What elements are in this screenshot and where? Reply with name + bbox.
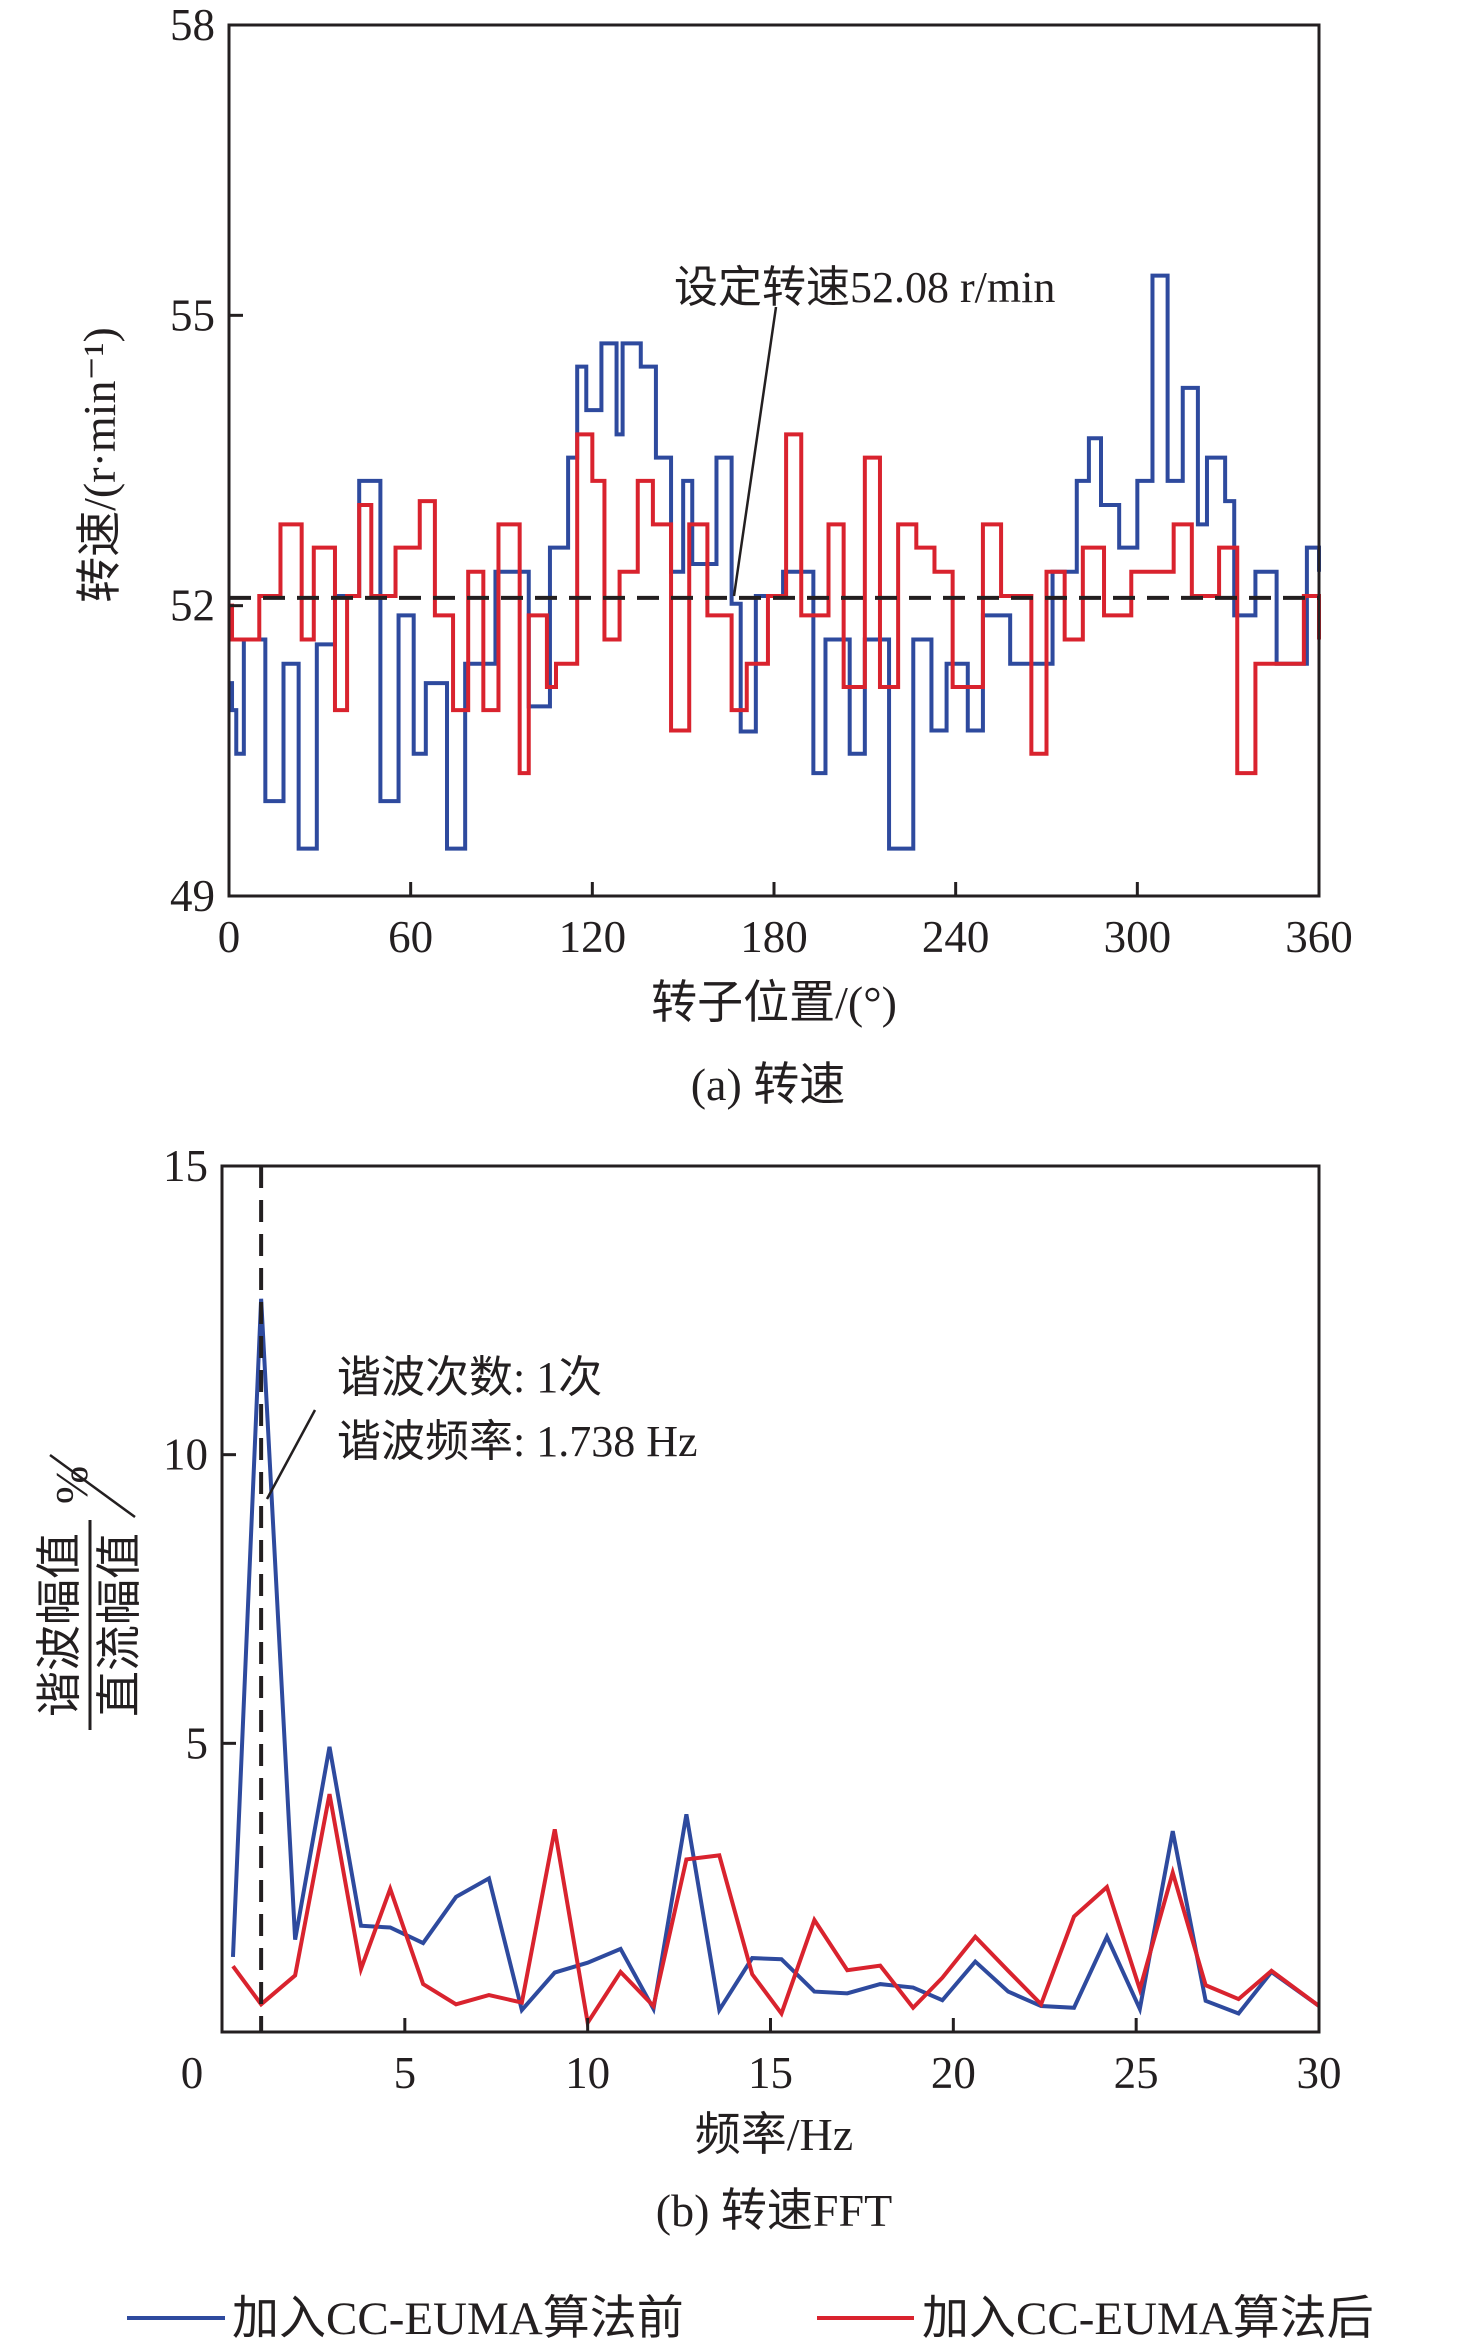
speed-x-tick-label: 0 <box>218 912 241 962</box>
fft-y-axis-title: 谐波幅值 直流幅值 % <box>34 1453 145 1730</box>
fft-x-tick-label: 20 <box>931 2048 976 2098</box>
fft-y-tick-label: 10 <box>163 1430 208 1480</box>
harmonic-frequency-annotation: 谐波频率: 1.738 Hz <box>337 1417 698 1466</box>
speed-y-tick-label: 58 <box>170 0 215 50</box>
legend: 加入CC-EUMA算法前 加入CC-EUMA算法后 <box>127 2293 1374 2341</box>
fft-x-tick-label: 5 <box>394 2048 417 2098</box>
fft-series-after <box>231 1793 1321 2029</box>
fft-y-numerator: 谐波幅值 <box>34 1533 85 1717</box>
speed-x-axis-title: 转子位置/(°) <box>651 977 897 1028</box>
speed-y-tick-label: 49 <box>170 871 215 921</box>
fft-y-denominator: 直流幅值 <box>94 1533 145 1717</box>
speed-plot-frame <box>227 23 1321 898</box>
speed-y-tick-label: 52 <box>170 581 215 631</box>
speed-x-tick-label: 360 <box>1285 912 1353 962</box>
harmonic-leader-line <box>265 1409 317 1500</box>
fft-x-tick-label: 0 <box>181 2048 204 2098</box>
legend-label-after: 加入CC-EUMA算法后 <box>922 2293 1374 2341</box>
fft-x-tick-label: 25 <box>1114 2048 1159 2098</box>
speed-y-axis-title: 转速/(r·min⁻¹) <box>74 327 125 603</box>
speed-x-tick-label: 300 <box>1104 912 1172 962</box>
fft-x-tick-label: 10 <box>565 2048 610 2098</box>
setpoint-annotation: 设定转速52.08 r/min <box>674 263 1055 312</box>
speed-chart: 0 60 120 180 240 300 360 49 52 55 58 设定转速52.08 r/m… <box>74 0 1353 1110</box>
fft-x-axis-title: 频率/Hz <box>695 2109 853 2160</box>
speed-series-before <box>229 273 1321 851</box>
legend-label-before: 加入CC-EUMA算法前 <box>232 2293 684 2341</box>
speed-x-tick-label: 180 <box>740 912 808 962</box>
fft-x-tick-label: 30 <box>1297 2048 1342 2098</box>
speed-x-tick-label: 240 <box>922 912 990 962</box>
fft-y-tick-label: 5 <box>186 1718 209 1768</box>
speed-caption: (a) 转速 <box>691 1059 846 1110</box>
fft-y-tick-label: 15 <box>163 1141 208 1191</box>
fft-chart: 0 5 10 15 20 25 30 5 10 15 谐波次数: 1次 谐波频率: 1.738 H… <box>34 1141 1342 2236</box>
fft-y-unit-slash <box>49 1453 136 1519</box>
speed-y-tick-label: 55 <box>170 290 215 340</box>
speed-x-tick-label: 60 <box>388 912 433 962</box>
fft-x-tick-label: 15 <box>748 2048 793 2098</box>
speed-series-after <box>229 432 1321 776</box>
fft-caption: (b) 转速FFT <box>656 2185 892 2236</box>
setpoint-leader-line <box>732 306 778 597</box>
harmonic-order-annotation: 谐波次数: 1次 <box>337 1353 602 1402</box>
speed-x-tick-label: 120 <box>559 912 627 962</box>
